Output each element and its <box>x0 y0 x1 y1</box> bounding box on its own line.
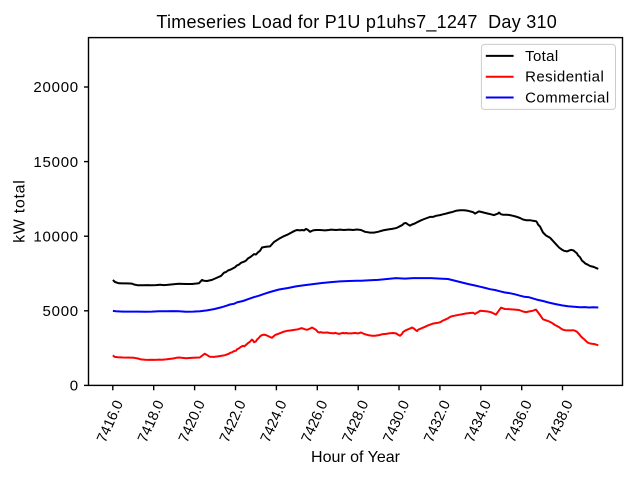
svg-text:0: 0 <box>70 378 79 395</box>
svg-text:Total: Total <box>525 48 558 65</box>
svg-text:10000: 10000 <box>33 228 78 245</box>
svg-text:Timeseries Load for P1U p1uhs7: Timeseries Load for P1U p1uhs7_1247 Day … <box>156 12 557 33</box>
svg-text:Hour of Year: Hour of Year <box>311 449 401 466</box>
svg-text:15000: 15000 <box>33 154 78 171</box>
svg-text:kW total: kW total <box>12 180 29 243</box>
svg-text:5000: 5000 <box>43 303 79 320</box>
svg-text:Commercial: Commercial <box>525 90 610 107</box>
svg-text:20000: 20000 <box>33 79 78 96</box>
svg-text:Residential: Residential <box>525 69 604 86</box>
